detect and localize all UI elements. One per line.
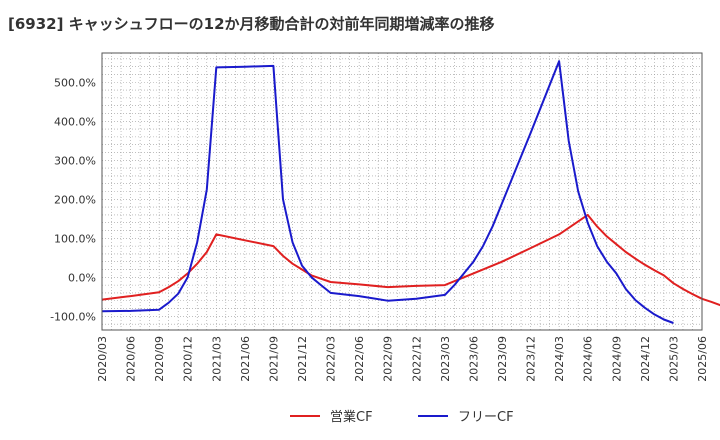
- x-tick-label: 2021/12: [296, 336, 309, 382]
- legend-label-operating-cf: 営業CF: [330, 410, 373, 425]
- legend-item-free-cf: フリーCF: [418, 406, 514, 425]
- x-tick-label: 2022/12: [410, 336, 423, 382]
- x-axis-ticks: 2020/03 2020/06 2020/09 2020/12 2021/03 2021/…: [96, 336, 709, 382]
- legend-swatch-operating-cf: [290, 414, 320, 417]
- legend-item-operating-cf: 営業CF: [290, 406, 373, 425]
- legend: 営業CF フリーCF: [0, 400, 720, 430]
- legend-label-free-cf: フリーCF: [458, 410, 514, 425]
- x-tick-label: 2024/12: [639, 336, 652, 382]
- x-tick-label: 2021/09: [267, 336, 280, 382]
- series-line-0: [101, 213, 720, 307]
- x-tick-label: 2022/06: [353, 336, 366, 382]
- x-tick-label: 2020/12: [182, 336, 195, 382]
- x-tick-label: 2020/03: [96, 336, 109, 382]
- y-axis-ticks: -100.0% 0.0% 100.0% 200.0% 300.0% 400.0% 500.0…: [50, 76, 96, 323]
- x-tick-label: 2024/03: [553, 336, 566, 382]
- y-tick-label: 200.0%: [54, 193, 96, 206]
- x-tick-label: 2023/03: [439, 336, 452, 382]
- x-tick-label: 2020/09: [153, 336, 166, 382]
- x-tick-label: 2022/03: [325, 336, 338, 382]
- x-tick-label: 2021/06: [239, 336, 252, 382]
- x-tick-label: 2023/09: [496, 336, 509, 382]
- x-tick-label: 2025/03: [667, 336, 680, 382]
- legend-swatch-free-cf: [418, 414, 448, 417]
- y-tick-label: 100.0%: [54, 232, 96, 245]
- y-tick-label: 0.0%: [68, 271, 96, 284]
- line-chart: -100.0% 0.0% 100.0% 200.0% 300.0% 400.0% 500.0…: [50, 52, 720, 382]
- series-lines: [101, 60, 720, 324]
- series-line-1: [101, 60, 674, 324]
- x-tick-label: 2021/03: [210, 336, 223, 382]
- y-tick-label: 400.0%: [54, 115, 96, 128]
- x-tick-label: 2025/06: [696, 336, 709, 382]
- y-tick-label: 500.0%: [54, 76, 96, 89]
- x-tick-label: 2023/06: [467, 336, 480, 382]
- x-tick-label: 2024/06: [582, 336, 595, 382]
- x-tick-label: 2020/06: [125, 336, 138, 382]
- plot-frame: [101, 52, 703, 331]
- y-tick-label: 300.0%: [54, 154, 96, 167]
- chart-title: [6932] キャッシュフローの12か月移動合計の対前年同期増減率の推移: [8, 15, 495, 33]
- x-tick-label: 2023/12: [525, 336, 538, 382]
- x-tick-label: 2024/09: [610, 336, 623, 382]
- x-tick-label: 2022/09: [382, 336, 395, 382]
- y-tick-label: -100.0%: [50, 310, 96, 323]
